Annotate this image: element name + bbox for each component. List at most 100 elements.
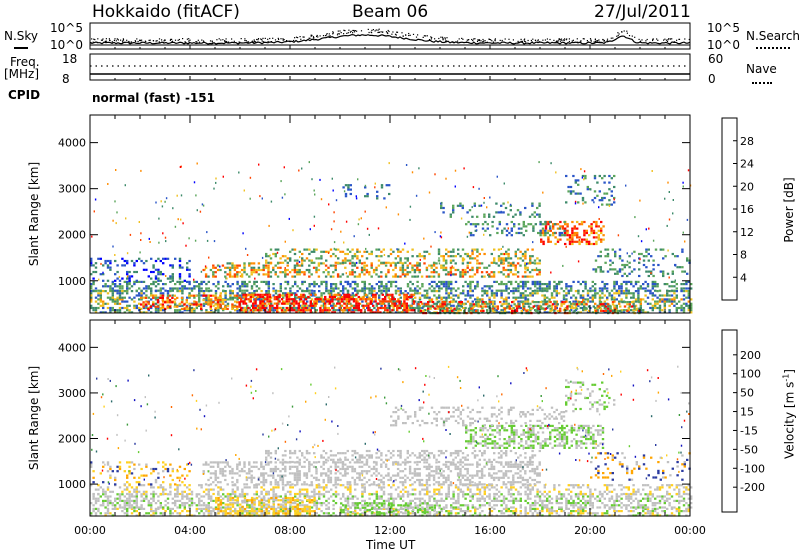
power-cell	[277, 302, 280, 305]
power-cell	[368, 296, 371, 299]
power-cell	[174, 302, 177, 305]
power-cell	[498, 289, 501, 292]
power-cell	[94, 309, 98, 312]
power-cell	[193, 309, 196, 312]
power-cell	[286, 264, 289, 267]
power-cell	[572, 190, 575, 193]
power-cell	[614, 272, 617, 275]
power-cell	[276, 275, 280, 278]
velocity-cell	[634, 507, 638, 510]
power-cell	[278, 306, 281, 310]
power-cell	[681, 266, 684, 269]
power-cell	[343, 298, 346, 301]
power-cell	[662, 272, 665, 275]
power-cell	[454, 289, 458, 292]
power-cell-stray	[204, 268, 206, 271]
power-cell	[90, 264, 93, 267]
noise-search-dot	[348, 29, 350, 31]
power-cell	[452, 248, 455, 251]
noise-search-dot	[108, 38, 110, 40]
power-cell	[419, 309, 423, 312]
power-cell	[145, 285, 148, 288]
power-cell	[448, 303, 451, 306]
power-cell	[559, 220, 562, 224]
power-cell	[609, 268, 612, 271]
power-cell	[327, 292, 330, 295]
power-cell-stray	[343, 190, 346, 193]
power-cell	[651, 304, 654, 307]
power-cell	[469, 290, 472, 293]
power-cell	[128, 287, 131, 290]
power-cell	[214, 292, 218, 295]
velocity-cell	[512, 512, 515, 515]
power-cell-stray	[486, 206, 488, 209]
power-cell	[272, 309, 275, 312]
power-cell	[150, 270, 153, 274]
power-cell-stray	[138, 221, 140, 223]
velocity-cell	[459, 507, 462, 510]
power-cell	[491, 301, 495, 304]
power-cell	[538, 283, 542, 286]
power-cell-stray	[356, 261, 358, 264]
noise-search-dot	[122, 38, 124, 40]
power-cell	[423, 309, 426, 312]
power-cell	[200, 287, 203, 290]
power-cell	[433, 287, 436, 290]
power-cell	[329, 248, 333, 251]
power-cell	[522, 300, 525, 303]
power-cell-stray	[364, 184, 367, 187]
power-cell	[138, 257, 141, 260]
power-cell	[583, 231, 586, 235]
power-cell	[680, 298, 683, 301]
power-cell	[214, 303, 217, 306]
power-cell	[583, 229, 586, 232]
power-cell	[503, 307, 507, 310]
power-cell	[534, 292, 537, 295]
power-cell	[438, 296, 441, 299]
power-cell	[302, 311, 305, 314]
power-cell	[376, 311, 380, 314]
power-cell	[549, 229, 552, 232]
power-cell	[435, 302, 438, 305]
noise-search-dot	[612, 37, 614, 39]
power-cell-stray	[388, 162, 390, 165]
power-cell	[217, 287, 220, 290]
power-cell	[274, 264, 277, 267]
power-cell	[437, 252, 441, 256]
power-cell	[246, 289, 249, 292]
power-cell	[542, 240, 545, 243]
power-cell	[375, 304, 378, 307]
power-cell	[519, 250, 522, 253]
power-cell-stray	[538, 161, 540, 164]
power-cell-stray	[162, 232, 164, 235]
noise-search-dot	[303, 36, 305, 38]
power-cell	[320, 255, 323, 258]
noise-search-dot	[673, 41, 675, 43]
power-cell	[607, 307, 610, 310]
noise-search-dot	[667, 39, 669, 41]
power-cell-stray	[396, 248, 398, 251]
velocity-cell	[570, 512, 573, 515]
power-cell	[430, 298, 434, 301]
noise-search-dot	[375, 29, 377, 31]
noise-search-dot	[195, 41, 197, 43]
velocity-cell	[387, 507, 390, 510]
power-cell	[598, 199, 601, 202]
power-cell	[544, 229, 547, 232]
power-cell	[441, 305, 444, 308]
power-cell	[109, 309, 112, 312]
power-cell	[420, 275, 424, 278]
noise-search-dot	[466, 41, 468, 43]
power-cell	[611, 261, 614, 264]
power-cell	[277, 248, 280, 251]
power-cell	[198, 287, 201, 290]
velocity-cell	[536, 512, 539, 515]
power-cell	[188, 296, 191, 299]
power-cell-stray	[374, 182, 376, 185]
power-cell	[454, 309, 458, 312]
power-cell	[596, 306, 599, 310]
power-cell-stray	[502, 245, 504, 248]
power-cell	[217, 280, 220, 283]
power-cell	[283, 311, 286, 314]
power-cell-stray	[460, 217, 463, 220]
